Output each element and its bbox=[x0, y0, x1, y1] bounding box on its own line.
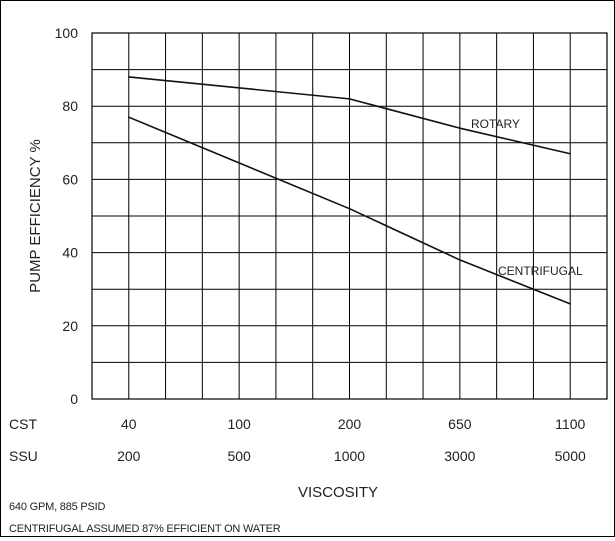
data-point bbox=[459, 259, 461, 261]
data-point bbox=[459, 127, 461, 129]
x-scale-row-name: SSU bbox=[9, 448, 38, 464]
y-tick-label: 100 bbox=[55, 25, 79, 41]
x-tick-label: 1000 bbox=[334, 448, 365, 464]
x-tick-label: 200 bbox=[117, 448, 141, 464]
series-label-centrifugal: CENTRIFUGAL bbox=[498, 264, 583, 278]
grid bbox=[91, 32, 608, 400]
y-tick-label: 40 bbox=[62, 245, 78, 261]
y-tick-label: 20 bbox=[62, 318, 78, 334]
series-line-rotary bbox=[128, 76, 571, 155]
data-point bbox=[348, 207, 351, 210]
y-tick-label: 80 bbox=[62, 98, 78, 114]
note-flow-pressure: 640 GPM, 885 PSID bbox=[9, 501, 106, 513]
x-tick-label: 650 bbox=[448, 416, 472, 432]
series-lines bbox=[127, 76, 572, 305]
y-tick-label: 0 bbox=[70, 391, 78, 407]
y-axis-title: PUMP EFFICIENCY % bbox=[27, 139, 44, 293]
data-point bbox=[569, 303, 572, 305]
data-point bbox=[127, 76, 130, 78]
data-point bbox=[569, 152, 572, 155]
x-tick-label: 100 bbox=[227, 416, 251, 432]
x-scale-row-name: CST bbox=[9, 416, 37, 432]
note-centrifugal-efficiency: CENTRIFUGAL ASSUMED 87% EFFICIENT ON WAT… bbox=[9, 523, 281, 535]
series-line-centrifugal bbox=[128, 116, 571, 305]
x-tick-label: 1100 bbox=[555, 416, 585, 432]
data-point bbox=[348, 98, 351, 100]
data-point bbox=[127, 116, 130, 118]
x-tick-label: 3000 bbox=[444, 448, 475, 464]
chart-labels: PUMP EFFICIENCY % VISCOSITY 640 GPM, 885… bbox=[9, 25, 586, 535]
x-tick-label: 5000 bbox=[555, 448, 586, 464]
x-tick-label: 500 bbox=[227, 448, 251, 464]
series-label-rotary: ROTARY bbox=[471, 117, 520, 131]
x-tick-label: 200 bbox=[338, 416, 362, 432]
x-axis-title: VISCOSITY bbox=[298, 484, 378, 501]
y-tick-label: 60 bbox=[62, 171, 78, 187]
x-tick-label: 40 bbox=[121, 416, 137, 432]
